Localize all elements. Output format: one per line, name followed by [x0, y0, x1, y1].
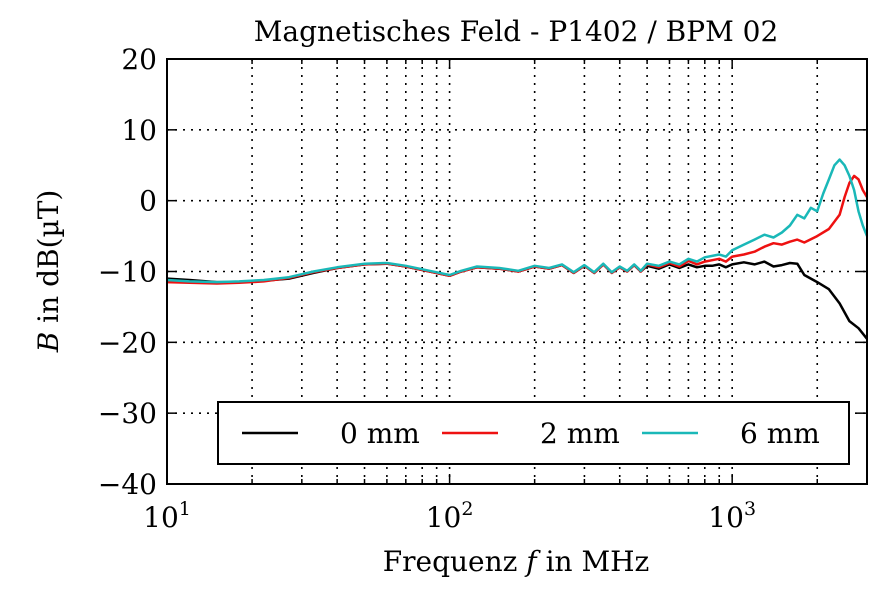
- x-tick-label: 101: [143, 498, 191, 534]
- legend-label-2: 6 mm: [740, 417, 820, 450]
- legend-label-0: 0 mm: [340, 417, 420, 450]
- y-tick-label: −20: [98, 326, 157, 359]
- series-layer: [166, 158, 869, 340]
- series-line-2: [166, 158, 869, 284]
- legend: 0 mm 2 mm 6 mm: [217, 401, 850, 465]
- x-axis-label: Frequenz f in MHz: [383, 545, 650, 578]
- x-axis-label-main: Frequenz: [383, 545, 527, 578]
- y-axis-label: B in dB(µT): [32, 190, 65, 354]
- y-axis-label-unit: in dB(µT): [32, 190, 65, 332]
- axis-ticks: [166, 58, 868, 485]
- y-tick-label: 20: [121, 43, 157, 76]
- series-line-1: [166, 174, 869, 285]
- legend-label-1: 2 mm: [540, 417, 620, 450]
- y-tick-label: −10: [98, 256, 157, 289]
- y-tick-label: 0: [139, 185, 157, 218]
- chart-title: Magnetisches Feld - P1402 / BPM 02: [254, 15, 779, 48]
- x-axis-label-unit: in MHz: [537, 545, 650, 578]
- y-tick-label: 10: [121, 114, 157, 147]
- y-axis-label-var: B: [32, 332, 65, 354]
- x-tick-label: 103: [708, 498, 756, 534]
- x-tick-label: 102: [426, 498, 474, 534]
- legend-box: [217, 401, 850, 465]
- y-tick-label: −40: [98, 468, 157, 501]
- legend-items: 0 mm 2 mm 6 mm: [242, 417, 820, 450]
- y-tick-label: −30: [98, 397, 157, 430]
- series-line-0: [166, 260, 868, 340]
